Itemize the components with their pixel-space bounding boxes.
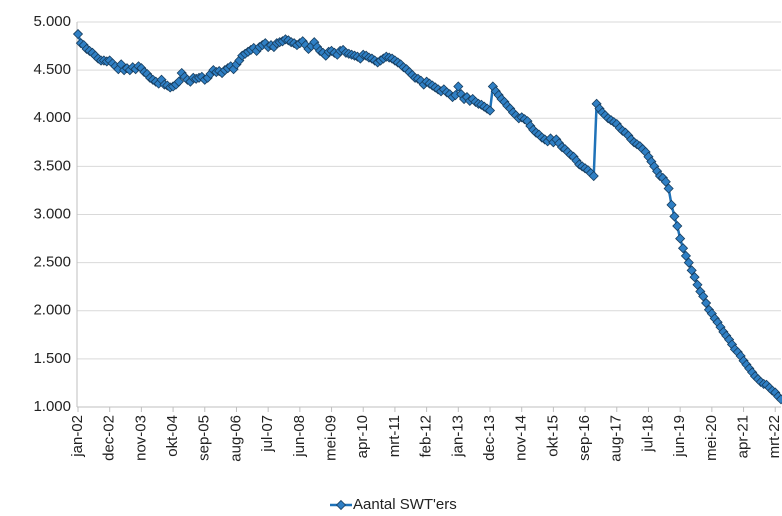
x-tick-label: sep-05 <box>196 415 213 461</box>
x-tick-label: sep-16 <box>576 415 593 461</box>
data-point <box>672 220 683 232</box>
data-point <box>692 279 703 290</box>
legend-marker <box>335 499 347 511</box>
y-tick-label: 3.000 <box>33 205 71 222</box>
data-point <box>453 81 464 92</box>
y-tick-label: 3.500 <box>33 157 71 174</box>
x-tick-label: apr-10 <box>354 415 371 458</box>
x-tick-label: jul-07 <box>259 415 276 453</box>
x-tick-label: mei-20 <box>703 415 720 461</box>
data-point <box>689 271 700 283</box>
x-tick-label: jan-02 <box>69 415 86 458</box>
x-tick-label: mrt-22 <box>766 415 782 458</box>
data-point <box>683 257 694 268</box>
data-point <box>669 211 680 222</box>
x-tick-label: dec-13 <box>481 415 498 461</box>
x-tick-label: nov-03 <box>132 415 149 461</box>
data-point <box>686 265 697 276</box>
data-point <box>677 243 689 254</box>
data-point <box>666 199 677 210</box>
data-point <box>72 28 84 40</box>
x-tick-label: mrt-11 <box>386 415 403 457</box>
x-tick-label: feb-12 <box>418 415 435 458</box>
y-tick-label: 1.000 <box>33 398 71 415</box>
y-tick-label: 5.000 <box>33 13 71 30</box>
y-tick-label: 1.500 <box>33 350 71 367</box>
x-tick-label: dec-02 <box>101 415 118 461</box>
y-tick-label: 4.000 <box>33 109 71 126</box>
x-tick-label: aug-17 <box>608 415 625 462</box>
data-point <box>698 291 709 302</box>
data-point <box>680 250 691 261</box>
data-point <box>484 105 496 116</box>
data-point <box>173 76 184 87</box>
data-point <box>775 394 782 405</box>
data-point <box>588 170 599 182</box>
x-tick-label: jun-08 <box>291 415 308 458</box>
data-point <box>660 176 671 187</box>
data-point <box>663 183 674 194</box>
y-tick-label: 4.500 <box>33 61 71 78</box>
y-tick-label: 2.000 <box>33 302 71 319</box>
y-tick-label: 2.500 <box>33 254 71 271</box>
x-tick-label: okt-15 <box>544 415 561 457</box>
data-point <box>675 233 686 244</box>
x-tick-label: apr-21 <box>735 415 752 458</box>
x-tick-label: nov-14 <box>513 415 530 461</box>
x-tick-label: jun-19 <box>671 415 688 458</box>
x-tick-label: jul-18 <box>639 415 656 453</box>
x-tick-label: mei-09 <box>323 415 340 461</box>
x-tick-label: jan-13 <box>449 415 466 458</box>
data-point <box>701 297 712 309</box>
x-tick-label: aug-06 <box>227 415 244 462</box>
x-tick-label: okt-04 <box>164 415 181 457</box>
legend-label: Aantal SWT'ers <box>353 496 457 513</box>
